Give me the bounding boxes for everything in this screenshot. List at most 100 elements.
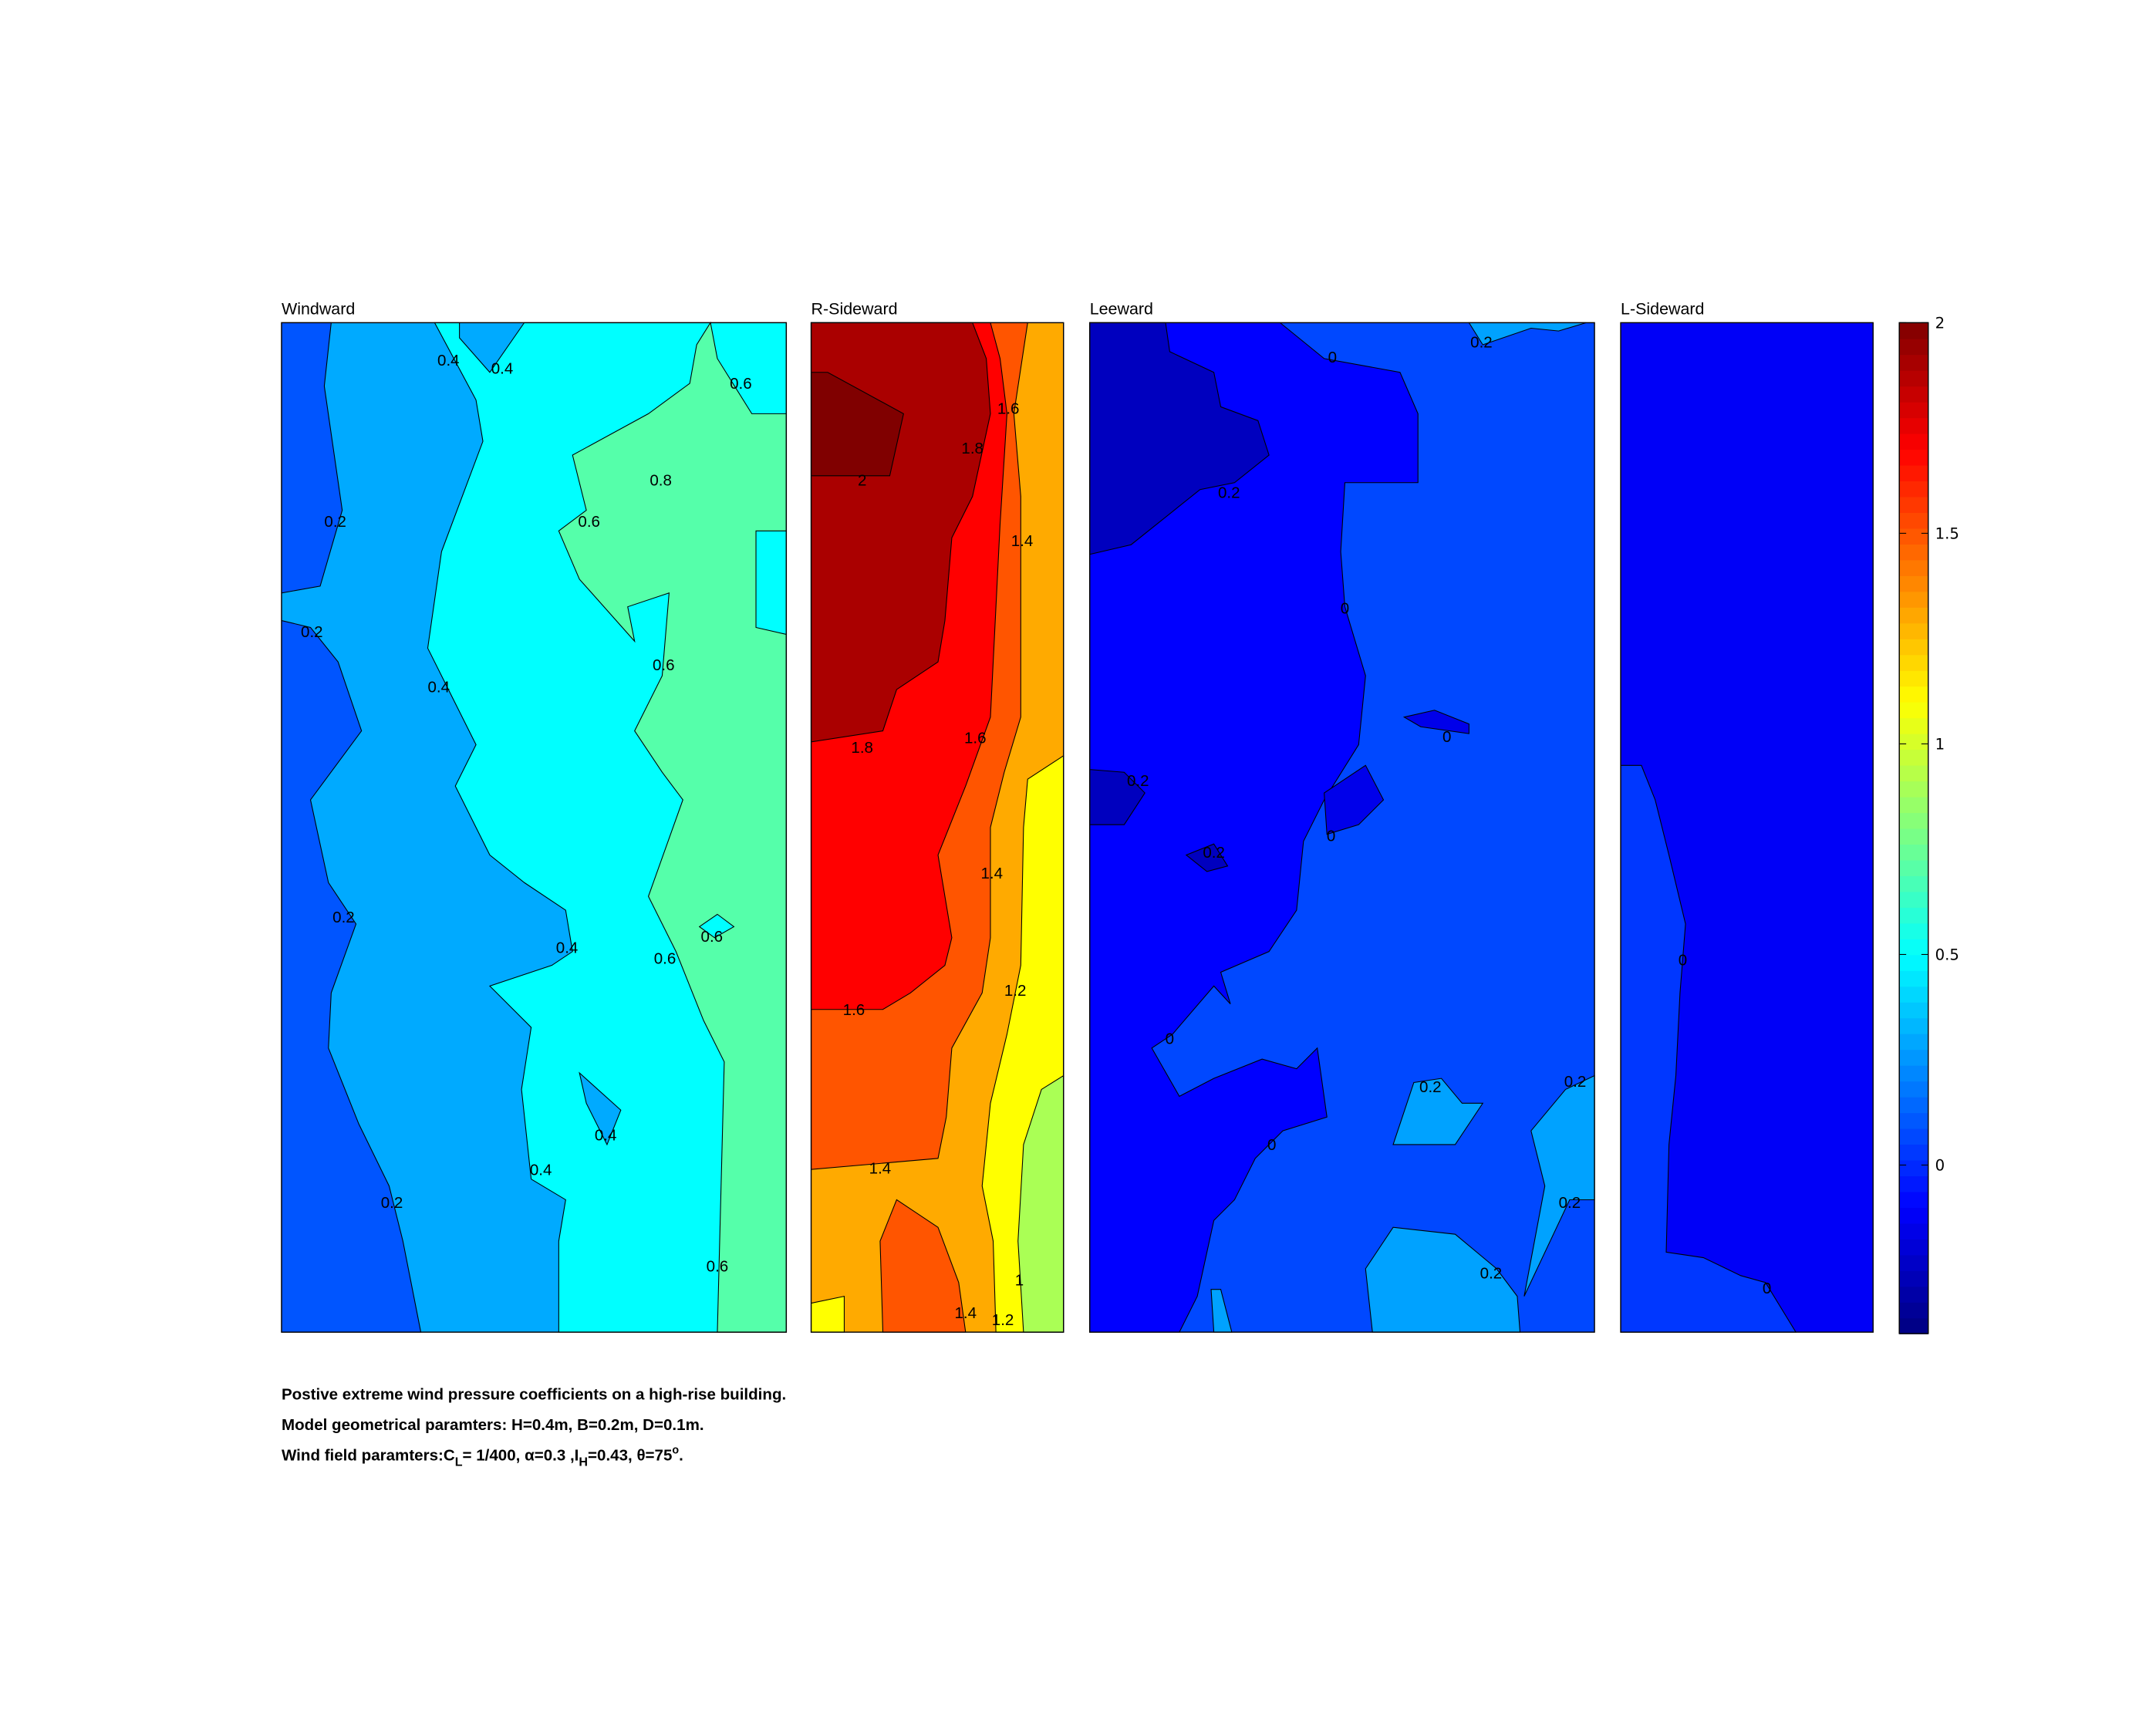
colorbar-swatch	[1899, 1033, 1928, 1051]
contour-label: 0.2	[332, 909, 355, 926]
contour-label: 1	[1015, 1271, 1024, 1289]
colorbar-swatch	[1899, 733, 1928, 750]
contour-label: 0.8	[649, 471, 672, 489]
contour-label: 0.6	[701, 928, 724, 946]
contour-region-windward	[558, 321, 787, 1333]
colorbar-swatch	[1899, 401, 1928, 419]
panel-title-windward: Windward	[282, 300, 355, 319]
contour-label: 1.4	[980, 865, 1003, 882]
contour-label: 0	[1763, 1280, 1771, 1297]
caption-3a: Wind field paramters:C	[282, 1446, 455, 1464]
colorbar-swatch	[1899, 781, 1928, 798]
colorbar-tick-label: 1	[1935, 736, 1945, 754]
colorbar-swatch	[1899, 749, 1928, 766]
colorbar-swatch	[1899, 1049, 1928, 1066]
colorbar-swatch	[1899, 970, 1928, 987]
colorbar-swatch	[1899, 764, 1928, 782]
colorbar-swatch	[1899, 654, 1928, 671]
colorbar-swatch	[1899, 701, 1928, 719]
colorbar-swatch	[1899, 1096, 1928, 1114]
contour-region-leeward	[1365, 1226, 1521, 1333]
contour-label: 0.4	[491, 360, 514, 378]
contour-label: 0	[1341, 600, 1349, 618]
contour-label: 1.4	[954, 1304, 977, 1322]
contour-label: 0	[1166, 1030, 1174, 1047]
panel-frame-windward	[281, 322, 788, 1333]
caption-line-1: Postive extreme wind pressure coefficien…	[282, 1386, 786, 1404]
colorbar-swatch	[1899, 1017, 1928, 1034]
contour-label: 2	[858, 471, 866, 489]
contour-label: 1.6	[997, 400, 1020, 417]
colorbar-tick-label: 1.5	[1935, 525, 1959, 543]
caption-3c: =0.43, θ=75	[588, 1446, 672, 1464]
contour-region-leeward	[1185, 843, 1229, 872]
colorbar-swatch	[1899, 796, 1928, 814]
colorbar-swatch	[1899, 1239, 1928, 1256]
panel-frame-r-sideward	[810, 322, 1065, 1333]
contour-label: 0.2	[1559, 1194, 1581, 1212]
colorbar-swatch	[1899, 449, 1928, 466]
colorbar-swatch	[1899, 417, 1928, 434]
colorbar-tick-label: 2	[1935, 315, 1945, 332]
contour-label: 0.2	[324, 513, 346, 531]
contour-label: 1.8	[851, 739, 873, 757]
panel-title-r-sideward: R-Sideward	[811, 300, 898, 319]
colorbar-swatch	[1899, 496, 1928, 513]
contour-region-leeward	[1523, 1074, 1595, 1297]
colorbar-swatch	[1899, 986, 1928, 1003]
contour-label: 0	[1328, 349, 1337, 366]
contour-region-windward	[579, 1071, 622, 1146]
colorbar-swatch	[1899, 1317, 1928, 1334]
contour-label: 0.6	[653, 656, 675, 674]
colorbar-swatch	[1899, 686, 1928, 703]
panel-title-l-sideward: L-Sideward	[1621, 300, 1704, 319]
contour-label: 1.4	[1011, 532, 1034, 550]
contour-label: 0	[1442, 728, 1451, 746]
caption-sup-o: o	[672, 1444, 679, 1456]
colorbar-swatch	[1899, 922, 1928, 939]
panel-frame-l-sideward	[1620, 322, 1874, 1333]
contour-label: 0.4	[530, 1161, 552, 1179]
contour-label: 0.4	[595, 1127, 617, 1145]
colorbar-swatch	[1899, 433, 1928, 450]
colorbar-swatch	[1899, 891, 1928, 908]
colorbar-swatch	[1899, 1112, 1928, 1129]
colorbar-swatch	[1899, 1081, 1928, 1098]
contour-label: 0	[1327, 828, 1335, 845]
colorbar-swatch	[1899, 1301, 1928, 1319]
colorbar-swatch	[1899, 544, 1928, 561]
caption-sub-h: H	[579, 1455, 588, 1469]
colorbar-swatch	[1899, 1064, 1928, 1082]
colorbar-swatch	[1899, 322, 1928, 339]
caption-sub-l: L	[455, 1455, 463, 1469]
colorbar-swatch	[1899, 591, 1928, 608]
colorbar-swatch	[1899, 1207, 1928, 1224]
colorbar-swatch	[1899, 464, 1928, 482]
colorbar-swatch	[1899, 575, 1928, 592]
colorbar-swatch	[1899, 1159, 1928, 1177]
contour-region-l-sideward	[1620, 764, 1797, 1333]
contour-region-leeward	[1324, 764, 1385, 835]
colorbar-swatch	[1899, 669, 1928, 687]
contour-label: 0.2	[1218, 484, 1240, 501]
caption-line-2: Model geometrical paramters: H=0.4m, B=0…	[282, 1416, 704, 1434]
colorbar-swatch	[1899, 954, 1928, 971]
contour-label: 1.8	[961, 440, 984, 457]
caption-3d: .	[679, 1446, 683, 1464]
colorbar-swatch	[1899, 1128, 1928, 1145]
contour-label: 0.2	[301, 623, 323, 641]
contour-label: 0.6	[707, 1257, 729, 1275]
contour-label: 1.2	[1004, 982, 1027, 1000]
contour-region-leeward	[1089, 322, 1270, 555]
colorbar-swatch	[1899, 386, 1928, 403]
colorbar-frame	[1898, 322, 1929, 1334]
colorbar-swatch	[1899, 1286, 1928, 1303]
contour-label: 0	[1679, 952, 1687, 970]
colorbar-swatch	[1899, 1254, 1928, 1271]
colorbar-tick-label: 0.5	[1935, 946, 1959, 964]
panel-frame-leeward	[1088, 322, 1595, 1333]
contour-label: 1.2	[992, 1311, 1014, 1329]
colorbar-swatch	[1899, 622, 1928, 639]
colorbar-swatch	[1899, 638, 1928, 656]
